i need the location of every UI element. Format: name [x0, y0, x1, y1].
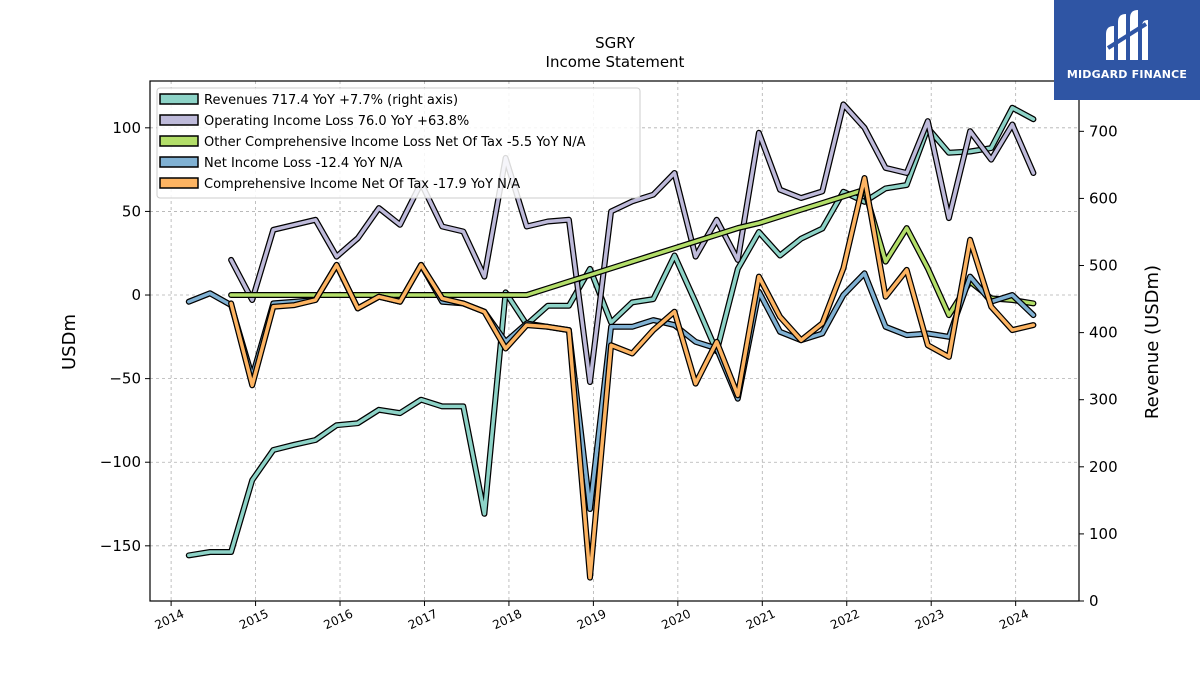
- y-right-tick-label: 700: [1089, 122, 1118, 140]
- x-tick-label: 2017: [406, 607, 440, 633]
- logo-mark-icon: [1106, 10, 1148, 60]
- y-right-tick-label: 300: [1089, 391, 1118, 409]
- legend-swatch: [159, 135, 199, 147]
- legend-entry: Other Comprehensive Income Loss Net Of T…: [204, 135, 586, 150]
- chart-title: SGRY: [595, 34, 636, 52]
- y-left-tick-label: −150: [100, 537, 141, 555]
- legend: Revenues 717.4 YoY +7.7% (right axis) Ope…: [156, 87, 641, 199]
- series-line-0: [187, 106, 1036, 558]
- series-line-4: [229, 176, 1036, 580]
- legend-entry: Comprehensive Income Net Of Tax -17.9 Yo…: [204, 177, 520, 192]
- y-right-tick-label: 200: [1089, 458, 1118, 476]
- x-tick-label: 2015: [237, 607, 271, 633]
- y-right-tick-label: 0: [1089, 592, 1099, 610]
- y-left-tick-label: −100: [100, 453, 141, 471]
- y-left-tick-label: 100: [112, 119, 141, 137]
- legend-swatch: [159, 177, 199, 189]
- brand-logo: MIDGARD FINANCE: [1054, 0, 1200, 100]
- legend-entry: Revenues 717.4 YoY +7.7% (right axis): [204, 93, 458, 108]
- x-tick-label: 2022: [828, 607, 862, 633]
- x-tick-label: 2023: [913, 607, 947, 633]
- y-axis-left-label: USDm: [59, 314, 80, 370]
- legend-entry: Net Income Loss -12.4 YoY N/A: [204, 156, 403, 171]
- x-tick-label: 2018: [490, 607, 524, 633]
- series-lines: [185, 101, 1037, 581]
- chart-subtitle: Income Statement: [546, 53, 685, 71]
- series-line-2: [229, 187, 1036, 317]
- legend-entry: Operating Income Loss 76.0 YoY +63.8%: [204, 114, 469, 129]
- y-left-tick-label: 50: [122, 202, 141, 220]
- y-right-tick-label: 100: [1089, 525, 1118, 543]
- x-tick-label: 2020: [659, 607, 693, 633]
- logo-text: MIDGARD FINANCE: [1066, 68, 1188, 81]
- legend-swatch: [159, 93, 199, 105]
- x-tick-label: 2021: [744, 607, 778, 633]
- x-tick-label: 2019: [575, 607, 609, 633]
- plot-frame: [149, 80, 1080, 602]
- y-left-tick-label: −50: [109, 370, 141, 388]
- series-line-1: [229, 102, 1036, 384]
- y-right-tick-label: 500: [1089, 257, 1118, 275]
- legend-box: [156, 87, 641, 199]
- x-tick-label: 2016: [322, 607, 356, 633]
- legend-swatch: [159, 114, 199, 126]
- x-tick-label: 2024: [997, 607, 1031, 633]
- x-tick-label: 2014: [153, 607, 187, 633]
- y-left-tick-label: 0: [131, 286, 141, 304]
- y-right-tick-label: 400: [1089, 324, 1118, 342]
- y-axis-right-label: Revenue (USDm): [1142, 265, 1163, 419]
- legend-swatch: [159, 156, 199, 168]
- y-right-tick-label: 600: [1089, 189, 1118, 207]
